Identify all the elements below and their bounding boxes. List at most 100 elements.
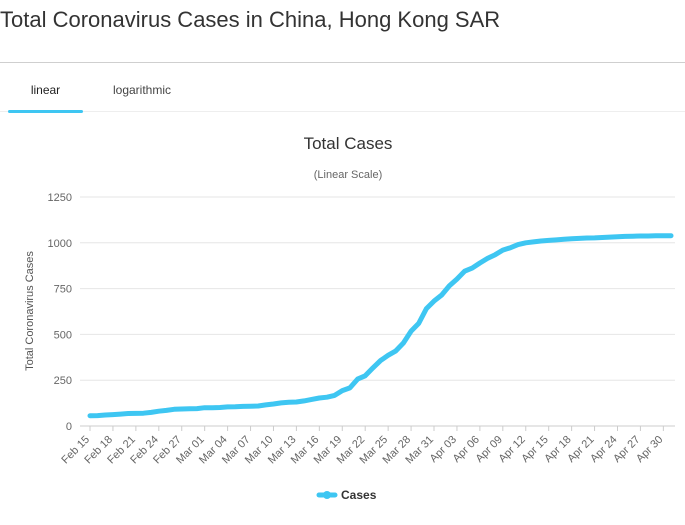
- tab-linear[interactable]: linear: [30, 83, 61, 97]
- data-point: [470, 266, 474, 270]
- data-point: [333, 393, 337, 398]
- data-point: [371, 366, 375, 370]
- legend-label-cases: Cases: [341, 488, 377, 502]
- data-point: [638, 234, 643, 238]
- data-point: [654, 234, 658, 238]
- data-point: [248, 404, 253, 408]
- data-point: [340, 389, 344, 393]
- data-point: [279, 401, 283, 405]
- cases-line-chart: Total Cases (Linear Scale) Total Coronav…: [24, 134, 675, 502]
- y-tick-label: 500: [54, 329, 72, 341]
- page-title: Total Coronavirus Cases in China, Hong K…: [0, 7, 501, 32]
- data-point: [88, 414, 92, 418]
- data-point: [478, 261, 482, 265]
- data-point: [623, 234, 627, 238]
- data-point: [531, 240, 535, 244]
- series-cases: [87, 233, 674, 419]
- data-point: [256, 404, 260, 408]
- data-point: [493, 253, 497, 257]
- data-point: [134, 411, 138, 415]
- data-point: [233, 405, 237, 409]
- x-tick-label: Apr 30: [634, 434, 665, 465]
- data-point: [524, 241, 528, 245]
- data-point: [631, 234, 635, 238]
- y-axis-title: Total Coronavirus Cases: [24, 251, 36, 371]
- data-point: [669, 234, 673, 238]
- data-point: [264, 403, 268, 407]
- data-point: [661, 234, 665, 238]
- data-point: [455, 277, 459, 281]
- data-point: [501, 248, 505, 252]
- y-tick-label: 1000: [48, 238, 72, 250]
- data-point: [592, 236, 597, 240]
- data-point: [554, 238, 558, 242]
- data-point: [149, 410, 153, 415]
- data-point: [271, 402, 276, 406]
- data-point: [401, 341, 406, 345]
- data-point: [180, 407, 184, 411]
- y-tick-label: 250: [54, 375, 72, 387]
- y-tick-label: 750: [54, 284, 72, 296]
- data-point: [103, 413, 107, 417]
- data-point: [126, 411, 130, 416]
- data-point: [172, 407, 176, 411]
- data-point: [241, 404, 245, 408]
- data-point: [210, 406, 214, 410]
- data-point: [203, 406, 207, 410]
- data-point: [577, 236, 581, 241]
- data-point: [600, 235, 604, 240]
- data-point: [294, 400, 299, 404]
- data-point: [562, 237, 566, 241]
- data-point: [585, 236, 589, 240]
- data-point: [363, 374, 367, 378]
- header-divider: [0, 62, 685, 63]
- active-tab-indicator: [8, 110, 83, 113]
- data-point: [226, 405, 230, 409]
- data-point: [325, 395, 329, 399]
- data-point: [440, 293, 444, 297]
- data-point: [547, 238, 551, 243]
- legend-marker: [323, 491, 331, 499]
- data-point: [141, 411, 146, 415]
- y-axis-ticks: 0 250 500 750 1000 1250: [48, 192, 72, 433]
- data-point: [310, 397, 314, 402]
- data-point: [218, 405, 222, 410]
- data-point: [164, 408, 169, 413]
- data-point: [646, 234, 650, 238]
- scale-tabs: linear logarithmic: [0, 63, 685, 113]
- data-point: [386, 353, 390, 357]
- data-point: [485, 256, 490, 260]
- chart-subtitle: (Linear Scale): [314, 169, 382, 181]
- data-point: [317, 396, 321, 400]
- legend[interactable]: Cases: [316, 488, 377, 502]
- y-tick-label: 1250: [48, 192, 72, 204]
- data-point: [187, 407, 191, 411]
- data-point: [570, 237, 574, 241]
- chart-title: Total Cases: [304, 134, 393, 153]
- data-point: [118, 412, 123, 416]
- data-point: [615, 235, 620, 239]
- data-point: [348, 386, 352, 390]
- data-point: [432, 299, 436, 303]
- y-tick-label: 0: [66, 421, 72, 433]
- data-point: [195, 406, 199, 411]
- data-point: [409, 329, 413, 333]
- gridlines: [80, 196, 675, 427]
- data-point: [302, 399, 306, 403]
- data-point: [508, 246, 513, 250]
- series-line-cases: [87, 233, 674, 419]
- data-point: [447, 284, 451, 288]
- data-point: [424, 306, 428, 311]
- data-point: [417, 321, 421, 326]
- data-point: [608, 235, 612, 239]
- data-point: [378, 358, 383, 363]
- data-point: [394, 349, 398, 353]
- tab-logarithmic[interactable]: logarithmic: [112, 83, 172, 97]
- data-point: [96, 413, 100, 418]
- data-point: [462, 269, 467, 273]
- data-point: [287, 400, 291, 404]
- data-point: [539, 239, 543, 243]
- data-point: [157, 409, 161, 413]
- data-point: [111, 413, 115, 417]
